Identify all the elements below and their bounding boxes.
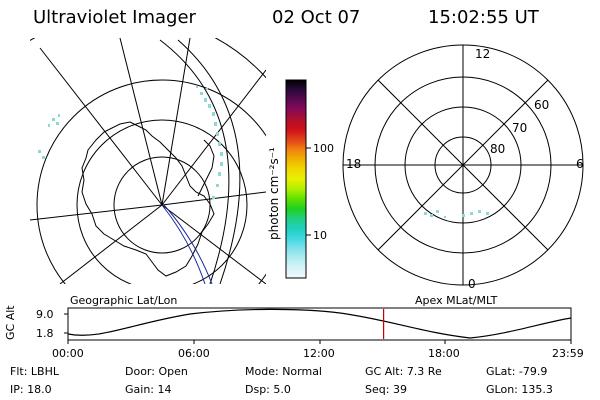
status-mode: Mode: Normal [245,365,322,378]
meridian [59,204,163,284]
strip-axis-title: GC Alt [4,305,17,340]
strip-ytick-9: 9.0 [36,308,54,321]
strip-xticks [67,340,572,344]
strip-xtick: 00:00 [52,347,84,360]
aurora-emission [38,86,223,199]
meridian [161,204,266,284]
geo-panel-label: Geographic Lat/Lon [70,294,178,307]
status-door: Door: Open [125,365,188,378]
strip-ytick-1.8: 1.8 [36,327,54,340]
colorbar-unit-label: photon cm⁻²s⁻¹ [267,147,281,240]
polar-grid [342,44,584,286]
orbit-track [163,204,213,284]
colorbar-rect [285,79,307,279]
altitude-curve [67,308,572,339]
meridian [30,204,163,221]
limb-arc [177,39,241,284]
colorbar [285,79,311,279]
polar-aurora [424,210,489,218]
lat-label-60: 60 [534,98,550,112]
coastline-detail [197,139,215,197]
mlt-label-12: 12 [475,47,491,61]
date-label: 02 Oct 07 [272,7,361,28]
strip-xtick: 18:00 [428,347,460,360]
lat-label-70: 70 [512,121,528,135]
status-glon: GLon: 135.3 [486,383,553,396]
meridian [119,38,163,206]
polar-diagonal [377,79,549,251]
time-label: 15:02:55 UT [428,7,539,28]
colorbar-tick-100: 100 [313,142,334,155]
polar-panel-label: Apex MLat/MLT [415,294,498,307]
mlt-label-0: 0 [468,277,476,291]
limb-arc [159,39,230,284]
lat-circle-70 [76,119,248,284]
status-gain: Gain: 14 [125,383,172,396]
status-seq: Seq: 39 [365,383,407,396]
coastline [81,121,215,277]
strip-xtick: 23:59 [552,347,584,360]
geographic-map [30,38,266,284]
altitude-strip [64,307,572,344]
status-filter: Flt: LBHL [10,365,59,378]
colorbar-tick-10: 10 [313,229,327,242]
instrument-title: Ultraviolet Imager [33,7,196,28]
status-ip: IP: 18.0 [10,383,52,396]
mlt-label-18: 18 [346,157,362,171]
strip-xtick: 06:00 [178,347,210,360]
status-dsp: Dsp: 5.0 [245,383,291,396]
meridian [161,69,266,206]
meridian [161,38,191,206]
meridian [39,47,163,206]
mlt-label-6: 6 [576,157,584,171]
strip-xtick: 12:00 [303,347,335,360]
status-glat: GLat: -79.9 [486,365,548,378]
status-gc-alt: GC Alt: 7.3 Re [365,365,442,378]
orbit-track [161,204,206,284]
lat-label-80: 80 [490,142,506,156]
lat-circle-60 [36,79,266,284]
